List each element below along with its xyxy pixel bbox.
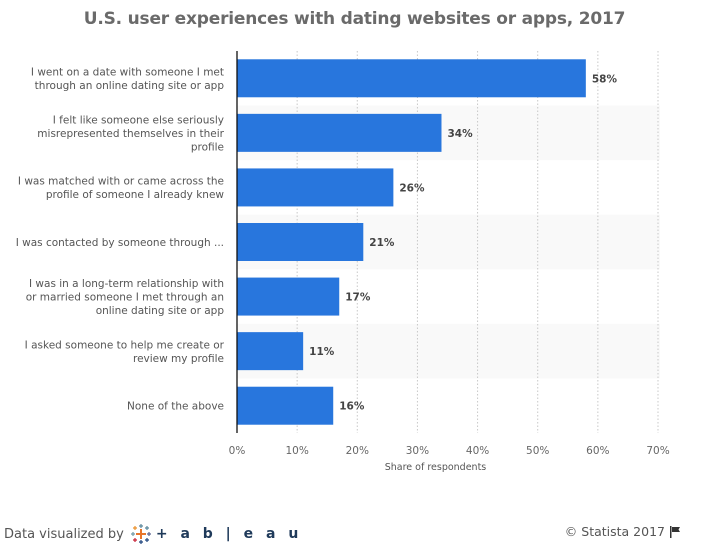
statista-credit: © Statista 2017 bbox=[565, 524, 681, 539]
x-tick-label: 20% bbox=[346, 445, 369, 457]
x-tick-label: 10% bbox=[285, 445, 308, 457]
x-tick-label: 50% bbox=[526, 445, 549, 457]
value-label: 16% bbox=[339, 401, 365, 413]
category-labels: I went on a date with someone I met throu… bbox=[16, 67, 225, 413]
x-tick-labels: 0% 10% 20% 30% 40% 50% 60% 70% bbox=[229, 445, 670, 457]
bar[interactable] bbox=[237, 332, 304, 371]
category-label: I was contacted by someone through ... bbox=[16, 237, 224, 249]
value-labels: 58% 34% 26% 21% 17% 11% 16% bbox=[309, 73, 617, 412]
visualized-by-text: Data visualized by bbox=[4, 526, 124, 542]
value-label: 11% bbox=[309, 346, 335, 358]
category-label: I asked someone to help me create or revi… bbox=[25, 339, 225, 365]
bar-chart: 58% 34% 26% 21% 17% 11% 16% I went on a date w… bbox=[16, 51, 670, 473]
chart-title: U.S. user experiences with dating websit… bbox=[83, 9, 626, 29]
category-label: I went on a date with someone I met throu… bbox=[31, 67, 224, 93]
x-tick-label: 70% bbox=[646, 445, 669, 457]
value-label: 21% bbox=[369, 237, 395, 249]
x-tick-label: 60% bbox=[586, 445, 609, 457]
value-label: 58% bbox=[592, 73, 618, 85]
tableau-logo-icon bbox=[130, 524, 151, 544]
tableau-credit[interactable]: Data visualized by + a b | e a u bbox=[4, 523, 302, 545]
flag-icon[interactable] bbox=[670, 525, 681, 538]
bars bbox=[237, 59, 586, 425]
category-label: I was in a long-term relationship with or… bbox=[26, 278, 225, 317]
bar[interactable] bbox=[237, 277, 340, 316]
bar[interactable] bbox=[237, 223, 364, 261]
value-label: 17% bbox=[345, 292, 371, 304]
bar[interactable] bbox=[237, 113, 442, 152]
bar[interactable] bbox=[237, 59, 586, 98]
x-axis-title: Share of respondents bbox=[385, 462, 487, 473]
x-tick-label: 0% bbox=[229, 445, 246, 457]
value-label: 34% bbox=[447, 128, 473, 140]
bar[interactable] bbox=[237, 386, 334, 425]
category-label: I was matched with or came across the pro… bbox=[18, 176, 225, 202]
x-tick-label: 40% bbox=[466, 445, 489, 457]
copyright-text: © Statista 2017 bbox=[564, 524, 665, 539]
category-label: I felt like someone else seriously misrep… bbox=[37, 114, 224, 153]
x-tick-label: 30% bbox=[406, 445, 429, 457]
bar[interactable] bbox=[237, 168, 394, 207]
category-label: None of the above bbox=[127, 401, 224, 413]
row-band bbox=[237, 323, 660, 379]
value-label: 26% bbox=[399, 182, 425, 194]
tableau-wordmark: + a b | e a u bbox=[155, 526, 303, 542]
